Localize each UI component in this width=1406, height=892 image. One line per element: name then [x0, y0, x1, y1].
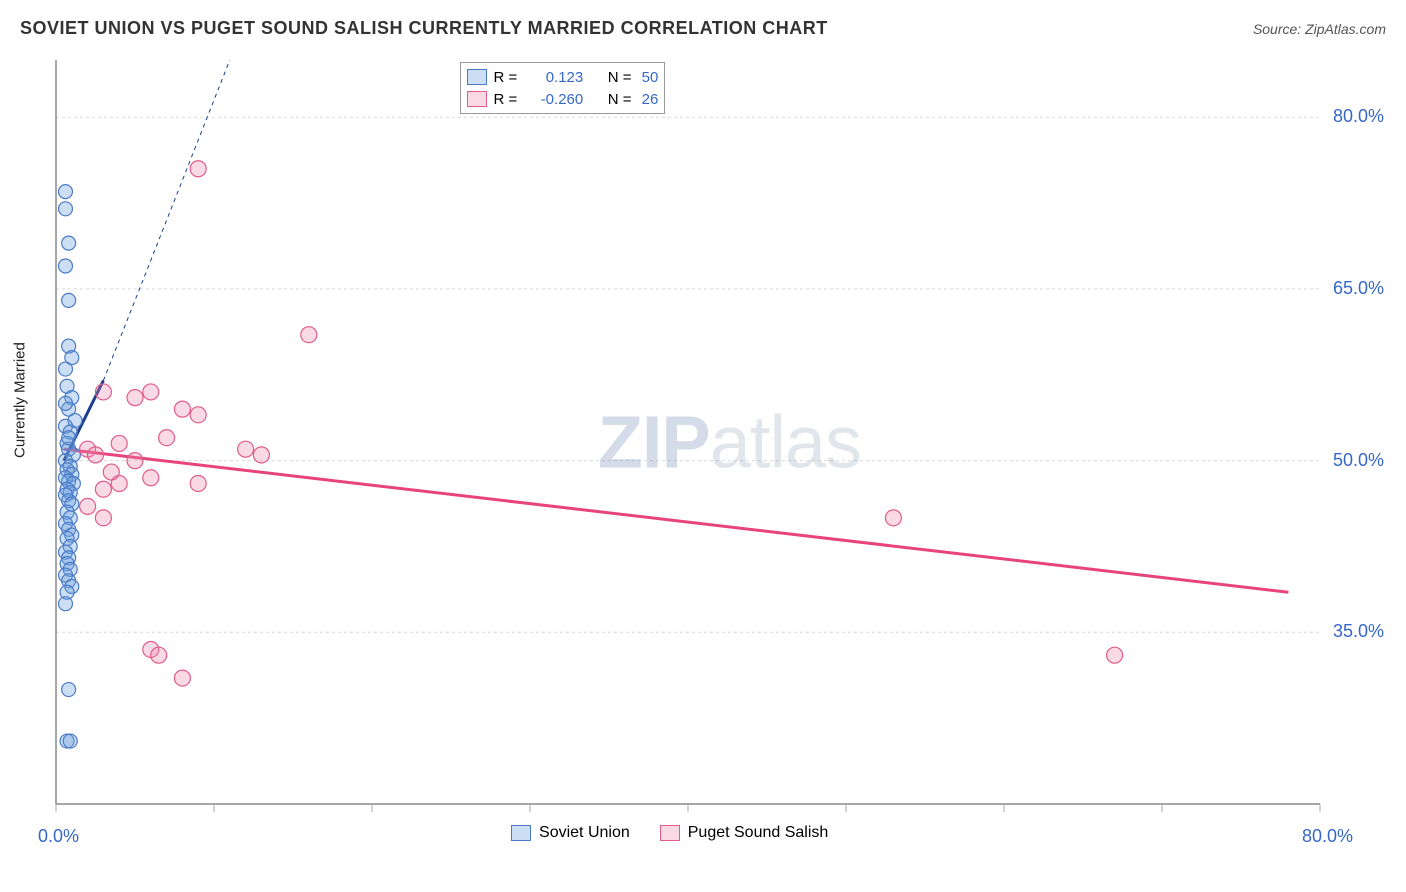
scatter-plot [18, 52, 1388, 864]
series-legend: Soviet UnionPuget Sound Salish [511, 824, 828, 842]
chart-container: Currently Married ZIPatlas R =0.123 N = … [18, 52, 1388, 864]
correlation-legend: R =0.123 N = 50R =-0.260 N = 26 [460, 62, 665, 114]
chart-title: SOVIET UNION VS PUGET SOUND SALISH CURRE… [20, 18, 828, 39]
source-label: Source: ZipAtlas.com [1253, 21, 1386, 37]
y-axis-label: Currently Married [12, 342, 29, 458]
